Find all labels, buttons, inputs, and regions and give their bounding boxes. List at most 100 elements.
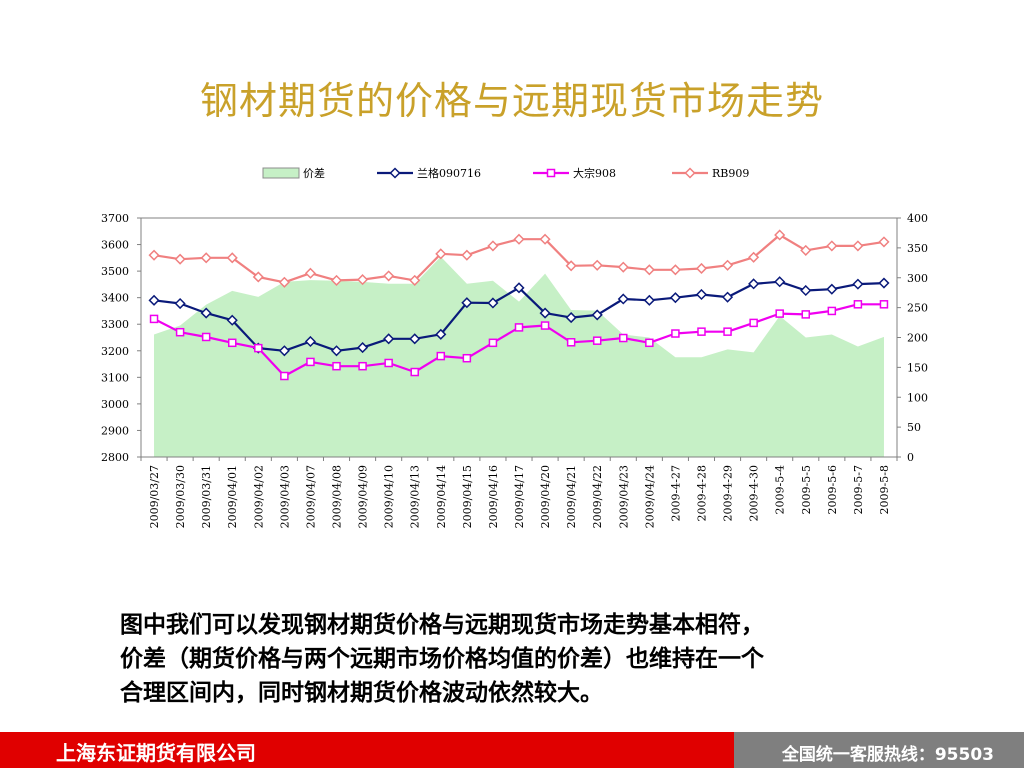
chart-legend: 价差 兰格090716 大宗908 RB909 (262, 166, 749, 180)
series-2-point (591, 259, 603, 271)
series-2-point (800, 244, 812, 256)
x-tick-label: 2009-4-28 (695, 465, 708, 521)
series-2-point (695, 262, 708, 275)
series-0-point (565, 312, 577, 324)
series-0-point (852, 278, 864, 290)
series-0-point (721, 291, 734, 303)
series-0-point (330, 345, 343, 357)
legend-marker (684, 167, 696, 179)
y-right-tick-label: 300 (907, 272, 928, 285)
legend-marker (546, 168, 556, 178)
series-2-point (643, 264, 655, 276)
x-tick-label: 2009-5-5 (800, 465, 813, 514)
x-tick-label: 2009/04/23 (617, 465, 630, 528)
series-1-point (645, 338, 654, 348)
series-0-point (174, 297, 186, 310)
series-2-point (721, 259, 734, 271)
series-1-point (671, 329, 680, 338)
series-1-point (879, 300, 889, 309)
x-tick-label: 2009/04/01 (226, 465, 239, 528)
hotline-text: 全国统一客服热线：95503 (781, 745, 994, 765)
series-0-point (617, 293, 629, 305)
series-1-point (332, 361, 341, 371)
series-1-point (175, 327, 185, 337)
legend-label: 兰格090716 (417, 166, 481, 180)
y-left-tick-label: 3400 (101, 292, 129, 305)
series-0-point (800, 284, 812, 297)
y-right-tick-label: 50 (907, 421, 921, 434)
x-tick-label: 2009/04/07 (304, 465, 317, 528)
y-left-tick-label: 3300 (101, 318, 129, 331)
series-1-point (619, 333, 628, 343)
area-series-spread (154, 256, 884, 457)
series-1-point (201, 332, 211, 342)
y-left-tick-label: 3100 (101, 371, 129, 384)
series-2-point (304, 267, 317, 279)
x-tick-label: 2009/04/20 (539, 465, 552, 528)
series-0-point (278, 345, 290, 357)
legend-label: 大宗908 (573, 166, 616, 180)
hotline-box: 全国统一客服热线：95503 (734, 732, 1024, 768)
series-0-point (669, 292, 681, 304)
y-right-tick-label: 150 (907, 361, 928, 374)
series-1-point (775, 309, 784, 318)
series-1-point (697, 327, 706, 336)
x-tick-label: 2009/04/17 (513, 465, 526, 528)
series-1-point (592, 336, 602, 345)
x-tick-label: 2009/04/09 (357, 465, 370, 528)
x-tick-label: 2009/04/13 (409, 465, 422, 528)
series-0-point (304, 335, 317, 348)
x-tick-label: 2009/04/14 (435, 465, 448, 528)
series-2-point (878, 236, 890, 248)
series-0-point (695, 288, 708, 301)
series-1-point (540, 321, 550, 330)
y-left-tick-label: 2900 (101, 424, 129, 437)
series-0-point (643, 294, 655, 306)
series-2-point (278, 276, 290, 288)
y-right-tick-label: 200 (907, 332, 928, 345)
series-1-point (358, 361, 367, 371)
caption-line-1: 图中我们可以发现钢材期货价格与远期现货市场走势基本相符， (120, 612, 764, 638)
x-tick-label: 2009-4-30 (748, 465, 761, 521)
company-name: 上海东证期货有限公司 (56, 741, 256, 765)
x-tick-label: 2009-4-29 (722, 465, 735, 521)
x-tick-label: 2009/03/31 (200, 465, 213, 528)
caption-line-2: 价差（期货价格与两个远期市场价格均值的价差）也维持在一个 (120, 646, 764, 672)
series-1-point (853, 300, 863, 309)
series-0-point (748, 278, 760, 290)
series-0-point (591, 309, 603, 321)
series-1-point (749, 318, 758, 328)
x-tick-label: 2009/04/03 (278, 465, 291, 528)
y-right-tick-label: 350 (907, 242, 928, 255)
price-chart: 价差 兰格090716 大宗908 RB909 2800290030003100320… (101, 166, 928, 528)
series-2-point (565, 260, 577, 272)
series-1-point (254, 343, 263, 353)
series-2-point (252, 271, 264, 283)
series-1-point (462, 353, 472, 363)
series-2-point (852, 240, 864, 252)
x-tick-label: 2009/04/24 (643, 465, 656, 528)
x-tick-label: 2009/04/22 (591, 465, 604, 528)
x-tick-label: 2009/03/30 (174, 465, 187, 528)
x-tick-label: 2009/04/08 (331, 465, 344, 528)
series-0-point (357, 342, 369, 354)
series-0-point (383, 333, 395, 345)
x-tick-label: 2009/04/02 (252, 465, 265, 528)
series-0-point (435, 328, 447, 340)
series-2-point (487, 240, 499, 252)
caption: 图中我们可以发现钢材期货价格与远期现货市场走势基本相符， 价差（期货价格与两个远… (120, 608, 940, 710)
legend-label: 价差 (303, 166, 325, 180)
y-left-tick-label: 2800 (101, 451, 129, 464)
footer-bar: 上海东证期货有限公司 全国统一客服热线：95503 (0, 732, 1024, 768)
x-tick-label: 2009/04/10 (383, 465, 396, 528)
series-1-point (306, 357, 315, 367)
x-tick-label: 2009/04/16 (487, 465, 500, 528)
series-1-point (436, 351, 446, 361)
series-2-point (148, 249, 160, 261)
series-1-point (410, 367, 419, 377)
series-2-point (435, 248, 447, 260)
series-2-point (826, 240, 838, 252)
y-left-tick-label: 3500 (101, 265, 129, 278)
series-2-point (174, 253, 186, 265)
x-tick-label: 2009-5-7 (852, 465, 865, 514)
